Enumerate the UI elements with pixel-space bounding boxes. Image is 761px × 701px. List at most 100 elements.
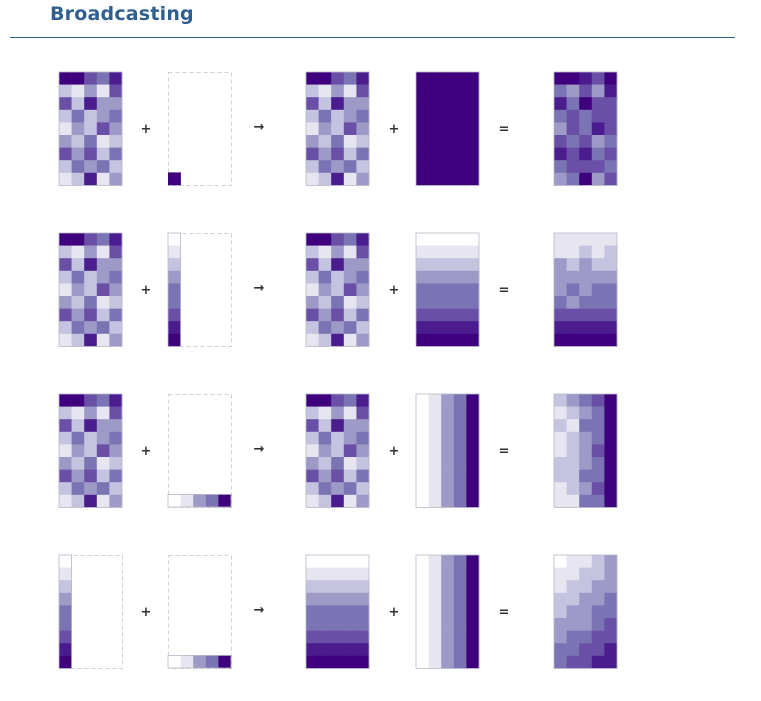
matrix-cell [356,630,370,644]
matrix-cell [356,394,370,407]
matrix-cell [71,469,85,483]
matrix-cell [466,258,480,272]
matrix-cell [96,321,110,335]
matrix-cell [579,296,593,309]
matrix-cell [71,431,85,445]
matrix-cell [356,457,370,470]
matrix-cell [428,135,442,148]
matrix-cell [428,592,442,606]
matrix-cell [318,233,332,246]
matrix-cell [416,97,429,111]
matrix-cell [356,135,370,148]
matrix-cell [71,109,85,123]
matrix-cell [604,97,618,111]
matrix-cell [96,406,110,420]
operand-a [58,393,123,508]
matrix-cell [109,172,123,186]
matrix-cell [356,618,370,631]
matrix-cell [96,84,110,98]
matrix-cell [193,494,207,508]
matrix-cell [356,321,370,335]
matrix-cell [604,308,618,322]
matrix-cell [428,97,442,111]
matrix-cell [453,444,467,458]
matrix-cell [453,84,467,98]
matrix-cell [604,580,618,594]
matrix-cell [331,630,345,644]
matrix-cell [453,567,467,581]
matrix-cell [554,643,567,657]
matrix-cell [318,419,332,433]
matrix-cell [604,630,618,644]
matrix-cell [343,469,357,483]
matrix-cell [428,406,442,420]
matrix-cell [71,172,85,186]
matrix-cell [59,567,72,581]
matrix-cell [416,296,429,309]
matrix-cell [356,72,370,85]
matrix-cell [96,97,110,111]
matrix-cell [306,245,319,259]
matrix-cell [466,592,480,606]
matrix-cell [356,431,370,445]
matrix-cell [554,270,567,284]
matrix-cell [579,308,593,322]
matrix-cell [318,321,332,335]
matrix-cell [453,245,467,259]
matrix-cell [604,333,618,347]
arrow-operator: → [254,120,265,135]
matrix-cell [453,172,467,186]
result-matrix [553,393,618,508]
matrix-cell [453,419,467,433]
matrix-outline [167,232,182,347]
matrix-cell [604,618,618,631]
matrix-cell [343,72,357,85]
matrix-cell [566,172,580,186]
matrix-cell [466,431,480,445]
matrix-cell [579,84,593,98]
matrix-cell [579,618,593,631]
matrix-cell [416,258,429,272]
matrix-cell [566,419,580,433]
matrix-cell [554,333,567,347]
matrix-cell [453,457,467,470]
matrix-cell [318,147,332,161]
matrix-cell [554,308,567,322]
matrix-cell [428,431,442,445]
matrix-cell [193,655,207,669]
matrix-cell [466,245,480,259]
matrix-cell [453,630,467,644]
matrix-cell [554,655,567,669]
matrix-cell [416,270,429,284]
matrix-cell [96,494,110,508]
matrix-cell [306,555,319,568]
matrix-cell [109,333,123,347]
matrix-cell [59,72,72,85]
matrix-cell [566,258,580,272]
matrix-cell [343,655,357,669]
matrix-cell [343,494,357,508]
matrix-cell [604,469,618,483]
matrix-cell [343,122,357,136]
matrix-outline [553,232,618,347]
matrix-cell [109,122,123,136]
matrix-cell [591,333,605,347]
matrix-cell [331,333,345,347]
matrix-cell [566,122,580,136]
matrix-cell [343,630,357,644]
matrix-cell [466,160,480,174]
matrix-cell [59,555,72,568]
matrix-cell [554,321,567,335]
matrix-cell [416,555,429,568]
matrix-cell [416,643,429,657]
matrix-cell [331,233,345,246]
matrix-cell [84,469,98,483]
matrix-cell [453,283,467,297]
equals-operator: = [499,605,510,620]
operand-a [58,554,123,669]
matrix-cell [109,109,123,123]
matrix-cell [566,394,580,407]
matrix-cell [343,482,357,496]
matrix-cell [71,321,85,335]
matrix-cell [331,419,345,433]
